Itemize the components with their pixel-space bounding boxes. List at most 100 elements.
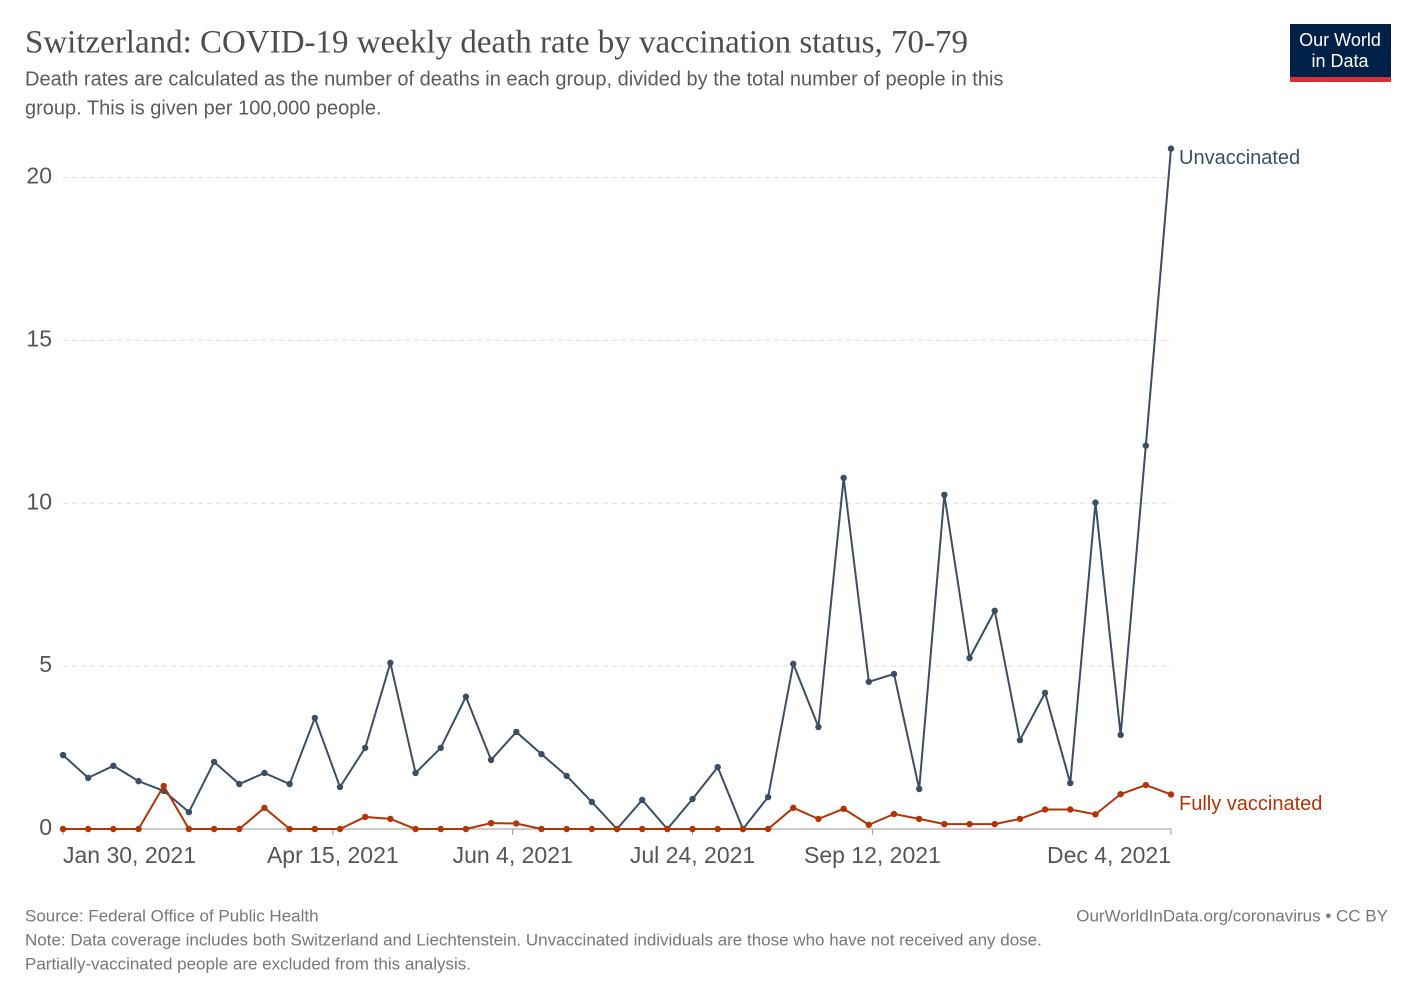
point <box>1067 779 1074 787</box>
point <box>1016 815 1024 823</box>
point <box>185 825 193 833</box>
point <box>84 774 92 782</box>
point <box>613 825 621 833</box>
point <box>336 783 344 791</box>
point <box>991 607 998 614</box>
point <box>865 678 873 685</box>
point <box>915 815 923 823</box>
point <box>59 751 67 759</box>
point <box>387 815 394 823</box>
point <box>236 825 243 833</box>
point <box>890 810 898 818</box>
chart-subtitle: Death rates are calculated as the number… <box>25 68 1003 90</box>
point <box>840 474 847 482</box>
point <box>890 670 898 678</box>
note: Partially-vaccinated people are excluded… <box>25 954 471 973</box>
point <box>513 728 520 736</box>
series-label: Unvaccinated <box>1179 147 1300 169</box>
point <box>714 825 721 833</box>
point <box>689 825 696 833</box>
x-tick-label: Jul 24, 2021 <box>630 842 755 868</box>
point <box>1067 806 1074 813</box>
point <box>1142 781 1150 789</box>
point <box>790 660 797 668</box>
point <box>210 758 218 766</box>
point <box>966 820 973 828</box>
point <box>286 825 293 833</box>
point <box>563 825 570 833</box>
point <box>915 785 923 793</box>
series-label: Fully vaccinated <box>1179 793 1322 815</box>
point <box>1092 811 1099 818</box>
point <box>1142 442 1150 449</box>
point <box>311 825 319 833</box>
point <box>1117 731 1124 739</box>
point <box>261 769 268 777</box>
x-tick-label: Jan 30, 2021 <box>63 842 196 868</box>
point <box>1016 736 1024 744</box>
point <box>84 825 92 833</box>
point <box>941 491 948 499</box>
point <box>664 825 671 833</box>
point <box>739 825 747 833</box>
point <box>210 825 218 833</box>
point <box>236 780 243 788</box>
logo-text: Our World <box>1299 30 1381 50</box>
x-tick-label: Apr 15, 2021 <box>267 842 399 868</box>
y-tick-label: 5 <box>39 651 52 677</box>
point <box>185 808 193 816</box>
point <box>412 769 419 777</box>
point <box>815 815 822 823</box>
point <box>487 819 495 827</box>
point <box>840 805 847 813</box>
logo-box <box>1290 24 1391 77</box>
point <box>261 804 268 812</box>
point <box>135 825 142 833</box>
point <box>815 723 822 731</box>
point <box>361 744 369 752</box>
point <box>865 821 873 828</box>
point <box>311 714 319 722</box>
point <box>462 825 470 833</box>
point <box>513 820 520 827</box>
point <box>1092 499 1099 506</box>
logo-bar <box>1290 77 1391 82</box>
point <box>764 825 772 833</box>
point <box>790 804 797 812</box>
y-tick-label: 20 <box>26 163 52 189</box>
point <box>563 772 570 780</box>
source: Source: Federal Office of Public Health <box>25 906 319 925</box>
point <box>437 825 444 833</box>
logo-text: in Data <box>1311 51 1369 71</box>
x-tick-label: Sep 12, 2021 <box>804 842 941 868</box>
point <box>1041 806 1049 813</box>
point <box>638 825 646 833</box>
x-tick-label: Jun 4, 2021 <box>453 842 573 868</box>
point <box>991 820 998 828</box>
point <box>689 795 696 803</box>
point <box>588 798 596 806</box>
point <box>588 825 596 833</box>
point <box>387 659 394 667</box>
point <box>966 654 973 662</box>
point <box>361 813 369 821</box>
point <box>336 825 344 833</box>
point <box>286 780 293 788</box>
point <box>59 825 67 833</box>
point <box>1041 689 1049 697</box>
point <box>160 782 167 790</box>
chart-title: Switzerland: COVID-19 weekly death rate … <box>25 25 968 61</box>
point <box>714 763 721 771</box>
point <box>487 756 495 764</box>
note: Note: Data coverage includes both Switze… <box>25 930 1042 949</box>
point <box>941 820 948 828</box>
y-tick-label: 0 <box>39 814 52 840</box>
point <box>462 693 470 700</box>
point <box>1117 790 1124 798</box>
y-tick-label: 15 <box>26 326 52 352</box>
point <box>110 825 117 833</box>
point <box>638 796 646 804</box>
point <box>135 777 142 785</box>
chart-subtitle: group. This is given per 100,000 people. <box>25 97 382 119</box>
